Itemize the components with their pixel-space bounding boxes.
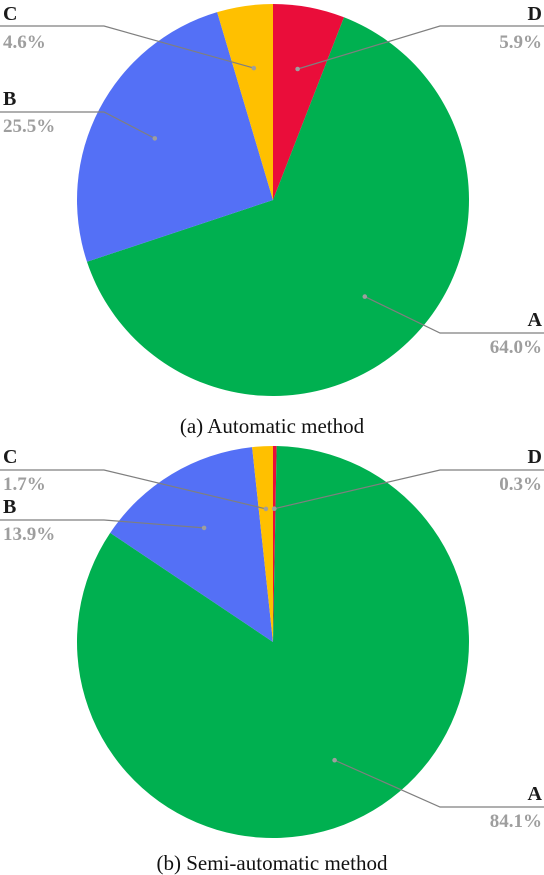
slice-percent-b: 13.9%: [3, 524, 55, 545]
slice-label-b: B: [3, 496, 16, 518]
slice-label-a: A: [528, 309, 543, 331]
slice-percent-c: 1.7%: [3, 474, 46, 495]
leader-dot-c: [252, 66, 257, 71]
slice-percent-d: 0.3%: [499, 474, 542, 495]
slice-percent-c: 4.6%: [3, 32, 46, 53]
slice-percent-a: 64.0%: [490, 337, 542, 358]
slice-percent-d: 5.9%: [499, 32, 542, 53]
leader-dot-b: [202, 526, 207, 531]
leader-dot-b: [153, 136, 158, 141]
pie-chart-semi-automatic: D 0.3% A 84.1% B 13.9% C 1.7%: [0, 446, 544, 838]
slice-label-a: A: [528, 783, 543, 805]
leader-dot-a: [332, 758, 337, 763]
slice-label-b: B: [3, 88, 16, 110]
leader-dot-d: [272, 506, 277, 511]
caption-semi-automatic: (b) Semi-automatic method: [157, 851, 388, 875]
leader-dot-d: [295, 67, 300, 72]
pie-chart-automatic: D 5.9% A 64.0% B 25.5% C 4.6%: [0, 3, 544, 396]
slice-percent-b: 25.5%: [3, 116, 55, 137]
leader-dot-a: [363, 294, 368, 299]
leader-dot-c: [264, 507, 269, 512]
slice-percent-a: 84.1%: [490, 811, 542, 832]
slice-label-d: D: [528, 3, 542, 25]
slice-label-c: C: [3, 3, 17, 25]
slice-label-c: C: [3, 446, 17, 468]
slice-label-d: D: [528, 446, 542, 468]
caption-automatic: (a) Automatic method: [180, 414, 365, 438]
